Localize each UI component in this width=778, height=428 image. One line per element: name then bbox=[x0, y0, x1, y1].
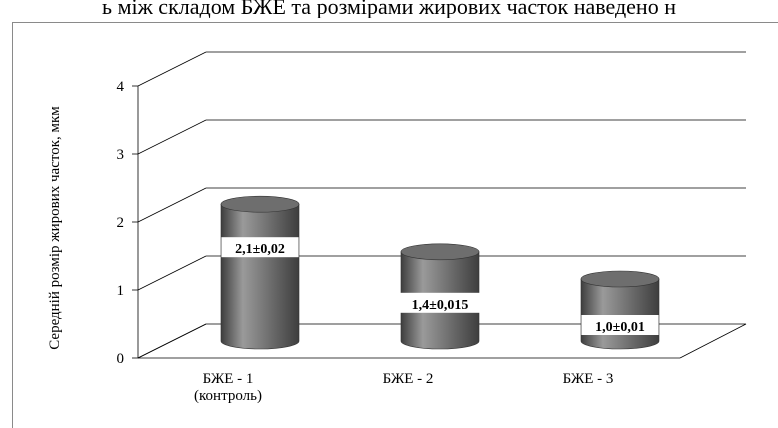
grid-diagonal bbox=[137, 119, 207, 155]
y-tick-label: 3 bbox=[117, 147, 125, 163]
bar-body bbox=[220, 203, 300, 350]
data-label: 2,1±0,02 bbox=[235, 242, 285, 257]
grid-diagonal bbox=[137, 51, 207, 87]
bar bbox=[580, 270, 660, 350]
data-label-box bbox=[397, 292, 483, 313]
data-label-box bbox=[221, 237, 299, 258]
y-tick-labels: 0 1 2 3 4 bbox=[117, 79, 125, 367]
y-tick-label: 4 bbox=[117, 79, 125, 95]
data-label-box bbox=[581, 315, 659, 335]
bar-top bbox=[400, 243, 480, 261]
data-label: 1,4±0,015 bbox=[412, 298, 469, 313]
bar-top bbox=[220, 195, 300, 213]
grid-diagonal bbox=[137, 255, 207, 291]
grid-diagonal bbox=[137, 187, 207, 223]
x-category-label: БЖЕ - 2 bbox=[383, 371, 434, 387]
page-heading-fragment: ь між складом БЖЕ та розмірами жирових ч… bbox=[102, 0, 676, 18]
bar bbox=[220, 195, 300, 350]
x-category-label: БЖЕ - 1 (контроль) bbox=[194, 371, 262, 404]
y-axis-label: Середній розмір жирових часток, мкм bbox=[47, 106, 63, 350]
data-labels: 2,1±0,02 1,4±0,015 1,0±0,01 bbox=[221, 237, 659, 335]
y-tick-label: 2 bbox=[117, 215, 125, 231]
y-tick-label: 1 bbox=[117, 283, 125, 299]
chart-frame bbox=[12, 22, 778, 428]
data-label: 1,0±0,01 bbox=[595, 320, 645, 335]
x-category-label: БЖЕ - 3 bbox=[563, 371, 614, 387]
y-tick-label: 0 bbox=[117, 351, 125, 367]
x-category-labels: БЖЕ - 1 (контроль) БЖЕ - 2 БЖЕ - 3 bbox=[194, 371, 613, 404]
bar-body bbox=[580, 278, 660, 350]
bar-top bbox=[580, 270, 660, 288]
